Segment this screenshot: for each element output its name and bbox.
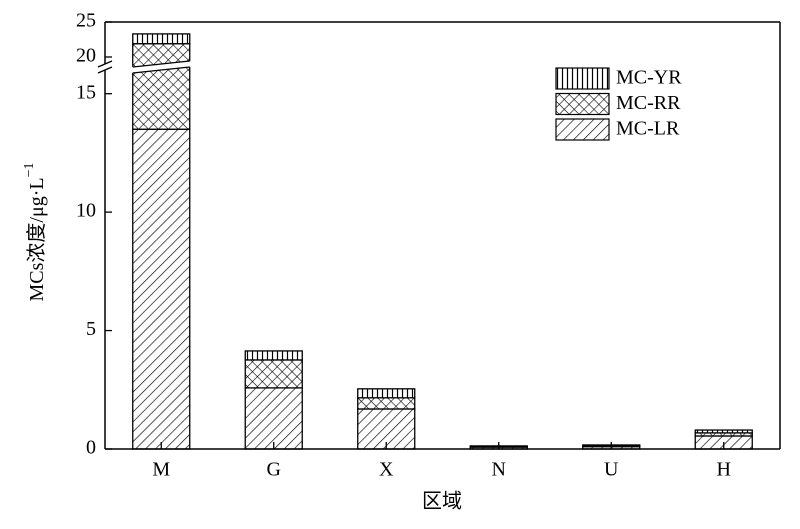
x-axis-label: 区域: [422, 490, 462, 513]
legend-swatch: [555, 118, 610, 141]
x-tick-label: N: [492, 459, 506, 481]
x-tick-label: G: [267, 459, 281, 481]
bar-segment: [132, 43, 191, 130]
y-label-text: MCs浓度/μg·L: [25, 177, 48, 301]
bar-segment: [132, 33, 191, 45]
bar-segment: [357, 397, 416, 410]
bar-segment: [244, 359, 303, 389]
y-tick-label: 25: [76, 10, 96, 32]
y-tick-label: 10: [76, 200, 96, 222]
legend-label: MC-RR: [616, 92, 681, 114]
bar-segment: [244, 350, 303, 361]
x-tick-label: H: [717, 459, 731, 481]
bar-segment: [132, 128, 191, 450]
bar-segment: [357, 388, 416, 399]
legend-swatch: [555, 67, 610, 90]
y-axis-label: MCs浓度/μg·L−1: [22, 163, 47, 302]
y-tick-label: 0: [86, 437, 96, 459]
bar-segment: [244, 387, 303, 450]
x-tick-label: X: [379, 459, 394, 481]
y-tick-label: 5: [86, 318, 96, 340]
break-mark: [132, 66, 190, 74]
legend-label: MC-YR: [616, 67, 682, 89]
y-tick-label: 15: [76, 81, 96, 103]
break-mark: [132, 60, 190, 68]
axis-break-mark: [97, 66, 113, 74]
y-tick-label: 20: [76, 45, 96, 67]
x-tick-label: U: [604, 459, 619, 481]
y-label-sup: −1: [22, 163, 37, 178]
legend-label: MC-LR: [616, 118, 680, 140]
axis-break-mark: [97, 60, 113, 68]
legend-swatch: [555, 92, 610, 116]
bar-segment: [694, 429, 753, 434]
x-tick-label: M: [152, 459, 170, 481]
break-gap: [130, 61, 192, 73]
